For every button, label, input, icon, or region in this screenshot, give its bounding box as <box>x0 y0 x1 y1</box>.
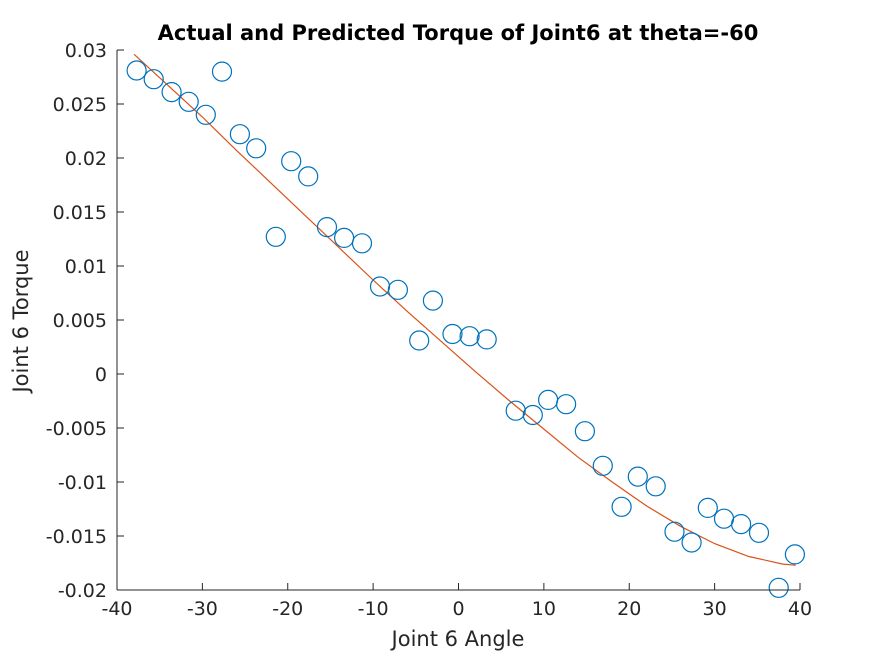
actual-torque-point <box>195 104 216 125</box>
actual-torque-point <box>555 394 577 415</box>
x-tick-label: 20 <box>617 598 641 620</box>
x-tick-label: 30 <box>703 598 727 620</box>
y-tick-label: -0.02 <box>58 580 107 602</box>
axes: -40 -30 -20 -10 0 10 20 30 40 -0.02-0.015-0.01-0… <box>46 40 812 620</box>
chart-title: Actual and Predicted Torque of Joint6 at… <box>158 21 759 45</box>
x-axis-ticks: -40 -30 -20 -10 0 10 20 30 40 <box>101 583 812 620</box>
x-tick-label: 10 <box>532 598 556 620</box>
actual-torque-point <box>611 496 632 517</box>
plot-area <box>126 53 806 598</box>
actual-torque-point <box>442 323 463 345</box>
actual-torque-point <box>574 421 596 442</box>
actual-torque-point <box>505 400 526 421</box>
actual-torque-point <box>522 404 543 426</box>
actual-torque-point <box>697 497 718 518</box>
y-tick-label: 0.03 <box>65 40 107 62</box>
x-axis-label: Joint 6 Angle <box>390 627 525 651</box>
y-tick-label: 0.015 <box>53 202 107 224</box>
x-tick-label: 40 <box>788 598 812 620</box>
y-axis-label: Joint 6 Torque <box>9 249 33 394</box>
actual-torque-point <box>229 124 250 145</box>
actual-torque-point <box>476 329 497 350</box>
actual-torque-point <box>143 69 164 90</box>
actual-torque-point <box>422 290 443 311</box>
y-tick-label: 0.02 <box>65 148 107 170</box>
y-axis-ticks: -0.02 -0.015 -0.01 -0.005 0 0.005 0.01 0.015 0.0… <box>46 40 124 602</box>
actual-torque-point <box>126 60 147 81</box>
actual-torque-point <box>265 226 286 247</box>
y-tick-label: -0.015 <box>46 526 107 548</box>
actual-torque-point <box>281 151 302 172</box>
actual-torque-point <box>409 330 430 351</box>
actual-torque-point <box>316 217 338 238</box>
actual-torque-point <box>459 326 480 347</box>
x-tick-label: -40 <box>101 598 132 620</box>
x-tick-label: 0 <box>452 598 464 620</box>
actual-torque-point <box>298 166 319 187</box>
actual-torque-point <box>387 279 408 300</box>
actual-torque-point <box>748 522 770 543</box>
x-tick-label: -10 <box>358 598 389 620</box>
actual-torque-point <box>645 476 666 497</box>
scatter-markers <box>126 60 806 598</box>
actual-torque-point <box>784 544 806 565</box>
actual-torque-point <box>161 81 182 103</box>
x-tick-label: -30 <box>187 598 218 620</box>
y-tick-label: 0.01 <box>65 256 107 278</box>
y-tick-label: 0.025 <box>53 94 107 116</box>
actual-torque-point <box>246 138 267 159</box>
y-tick-label: 0 <box>95 364 107 386</box>
actual-torque-point <box>730 513 752 535</box>
actual-torque-point <box>211 61 233 82</box>
actual-torque-point <box>768 577 789 598</box>
y-tick-label: -0.005 <box>46 418 107 440</box>
x-tick-label: -20 <box>272 598 303 620</box>
actual-torque-point <box>664 521 685 542</box>
actual-torque-point <box>592 455 613 476</box>
y-tick-label: 0.005 <box>53 310 107 332</box>
actual-torque-point <box>681 532 702 553</box>
y-tick-label: -0.01 <box>58 472 107 494</box>
actual-torque-point <box>627 466 648 487</box>
actual-torque-point <box>178 91 199 112</box>
actual-torque-point <box>351 233 373 254</box>
